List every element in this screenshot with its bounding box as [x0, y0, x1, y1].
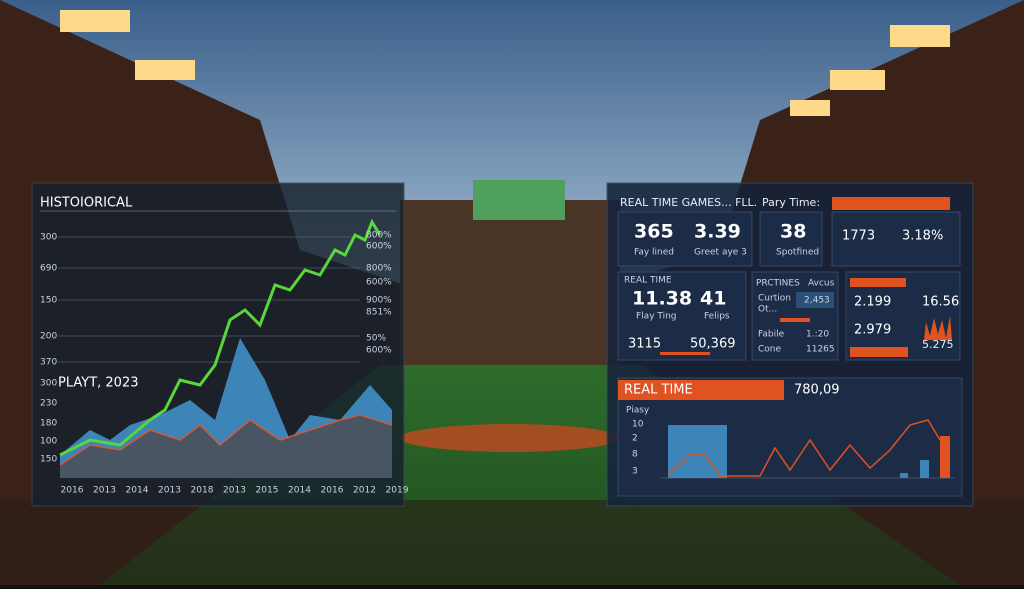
- x-label: 2018: [191, 486, 214, 496]
- y-label: 8: [632, 450, 638, 460]
- value: 16.56: [922, 295, 959, 310]
- x-label: 2012: [353, 486, 376, 496]
- value: 11265: [806, 345, 835, 355]
- y-label: 180: [40, 419, 57, 429]
- label: Felips: [704, 312, 730, 322]
- label: Flay Ting: [636, 312, 677, 322]
- x-label: 2014: [126, 486, 149, 496]
- y-labels: 300 690 150 200 370 300 230 180 100 150: [40, 233, 57, 465]
- value: 780,09: [794, 383, 840, 398]
- subtitle: PLAYT, 2023: [58, 376, 139, 391]
- x-label: 2014: [288, 486, 311, 496]
- x-labels: 2016 2013 2014 2013 2018 2013 2015 2014 2016 2012…: [61, 486, 409, 496]
- value: 11.38: [632, 288, 692, 310]
- right-label: 600%: [366, 346, 392, 356]
- x-label: 2015: [256, 486, 279, 496]
- value: 2.199: [854, 295, 891, 310]
- heading: Avcus: [808, 279, 835, 289]
- right-label: 800%: [366, 231, 392, 241]
- x-label: 2013: [93, 486, 116, 496]
- label: Greet aye 3: [694, 248, 747, 258]
- value: 1773: [842, 229, 875, 244]
- value: 5.275: [922, 338, 954, 351]
- value: 2.979: [854, 323, 891, 338]
- row: Cone: [758, 345, 781, 355]
- value: 3.18%: [902, 229, 943, 244]
- x-label: 2016: [61, 486, 84, 496]
- y-label: 150: [40, 296, 57, 306]
- right-label: 600%: [366, 278, 392, 288]
- y-label: 150: [40, 455, 57, 465]
- y-label: 100: [40, 437, 57, 447]
- heading: REAL TIME: [624, 276, 672, 286]
- value: 1.:20: [806, 330, 829, 340]
- value: 3115: [628, 337, 661, 352]
- right-label: 50%: [366, 334, 386, 344]
- x-label: 2019: [386, 486, 409, 496]
- heading: REAL TIME: [624, 383, 693, 398]
- heading: PRCTINES: [756, 279, 800, 289]
- y-label: 230: [40, 399, 57, 409]
- y-label: 3: [632, 467, 638, 477]
- title: HISTOIORICAL: [40, 196, 133, 211]
- left-panel: HISTOIORICAL 300 690 150 200 370 300 230…: [31, 182, 409, 507]
- y-label: 300: [40, 379, 57, 389]
- y-label: 2: [632, 434, 638, 444]
- row: Ot...: [758, 305, 777, 315]
- value: 3.39: [694, 221, 741, 243]
- right-panel: REAL TIME GAMES... FLL. 365 Fay lined 3.…: [606, 182, 974, 507]
- y-label: 10: [632, 420, 644, 430]
- right-label: 800%: [366, 264, 392, 274]
- label: Fay lined: [634, 248, 674, 258]
- y-label: 200: [40, 332, 57, 342]
- value: 365: [634, 221, 674, 243]
- value: 50,369: [690, 337, 736, 352]
- value: 41: [700, 288, 726, 310]
- x-label: 2013: [223, 486, 246, 496]
- heading: Pary Time:: [762, 196, 820, 209]
- badge: 2,453: [804, 296, 830, 306]
- x-label: 2013: [158, 486, 181, 496]
- axis-title: Piasy: [626, 406, 650, 416]
- label: Spotfined: [776, 248, 819, 258]
- title: REAL TIME GAMES... FLL.: [620, 196, 757, 209]
- right-label: 600%: [366, 242, 392, 252]
- right-label: 900%: [366, 296, 392, 306]
- y-label: 370: [40, 358, 57, 368]
- y-label: 300: [40, 233, 57, 243]
- y-label: 690: [40, 264, 57, 274]
- value: 38: [780, 221, 806, 243]
- row: Fabile: [758, 330, 785, 340]
- x-label: 2016: [321, 486, 344, 496]
- right-label: 851%: [366, 308, 392, 318]
- row: Curtion: [758, 294, 791, 304]
